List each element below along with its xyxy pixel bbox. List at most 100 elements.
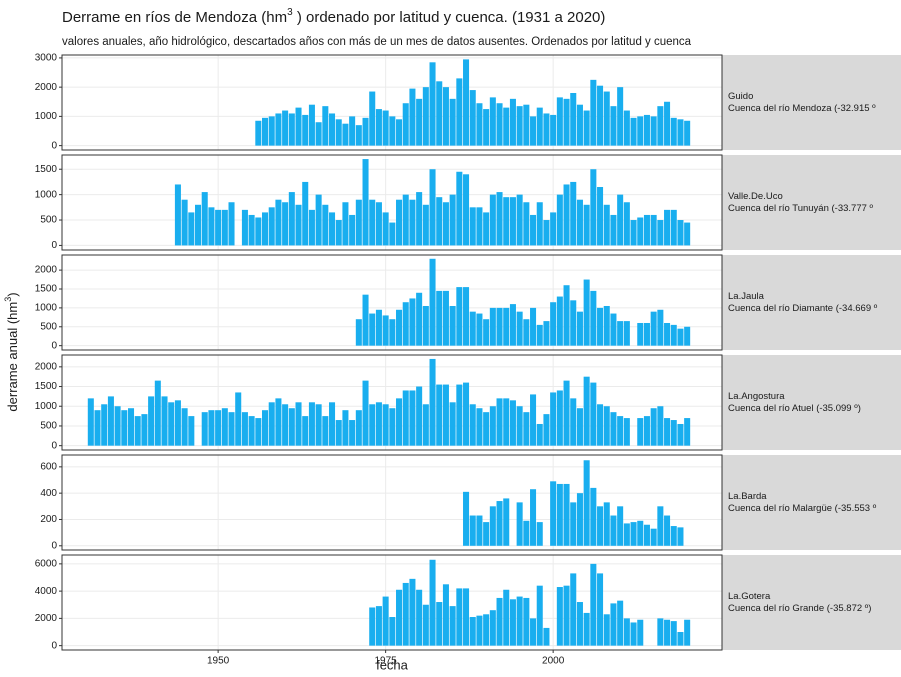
bar: [489, 506, 496, 546]
bar: [382, 212, 389, 246]
bar: [684, 619, 691, 646]
bar: [101, 404, 108, 446]
bar: [670, 324, 677, 346]
bar: [369, 404, 376, 446]
bar: [476, 515, 483, 546]
bar: [496, 597, 503, 646]
bar: [503, 398, 510, 446]
bar: [583, 110, 590, 146]
bar: [597, 573, 604, 646]
bar: [382, 110, 389, 146]
bar: [550, 481, 557, 546]
bar: [342, 410, 349, 446]
bar: [369, 607, 376, 646]
strip-sublabel: Cuenca del río Malargüe (-35.553 º: [728, 503, 877, 514]
bar: [148, 396, 155, 446]
bar: [362, 380, 369, 446]
bar: [174, 400, 181, 446]
bar: [664, 322, 671, 346]
bar: [282, 202, 289, 246]
bar: [449, 98, 456, 146]
bar: [637, 418, 644, 446]
bar: [295, 204, 302, 246]
bar: [509, 197, 516, 246]
y-tick-label: 600: [40, 461, 57, 472]
bar: [610, 603, 617, 646]
strip-sublabel: Cuenca del río Diamante (-34.669 º: [728, 303, 878, 314]
bar: [503, 498, 510, 546]
bar: [536, 324, 543, 346]
bar: [355, 319, 362, 346]
y-tick-label: 1000: [35, 401, 58, 412]
bar: [617, 87, 624, 146]
bar: [349, 116, 356, 146]
bar: [362, 294, 369, 346]
bar: [87, 398, 94, 446]
bar: [302, 181, 309, 246]
bar: [523, 520, 530, 546]
bar: [181, 199, 188, 246]
bar: [623, 321, 630, 346]
bar: [516, 194, 523, 246]
bar: [288, 192, 295, 246]
bar: [570, 573, 577, 646]
bar: [469, 207, 476, 246]
bar: [422, 87, 429, 146]
strip-background: [722, 155, 901, 250]
bar: [650, 408, 657, 446]
bar: [489, 406, 496, 446]
bar: [449, 606, 456, 646]
bar: [463, 59, 470, 146]
bar: [302, 416, 309, 446]
bar: [623, 202, 630, 246]
bar: [308, 104, 315, 146]
bar: [543, 414, 550, 446]
bar: [576, 199, 583, 246]
bar: [597, 506, 604, 546]
bar: [556, 97, 563, 146]
bar: [442, 87, 449, 146]
y-tick-label: 1500: [35, 164, 58, 175]
bar: [610, 214, 617, 246]
bar: [684, 120, 691, 146]
bar: [449, 194, 456, 246]
bar: [536, 202, 543, 246]
bar: [322, 204, 329, 246]
bar: [402, 194, 409, 246]
bar: [476, 313, 483, 346]
bar: [516, 502, 523, 546]
bar: [389, 408, 396, 446]
bar: [241, 412, 248, 446]
bar: [355, 410, 362, 446]
bar: [402, 582, 409, 646]
bar: [382, 404, 389, 446]
bar: [335, 220, 342, 246]
bar: [396, 398, 403, 446]
bar: [416, 98, 423, 146]
bar: [664, 515, 671, 546]
bar: [282, 404, 289, 446]
bar: [610, 313, 617, 346]
bar: [630, 220, 637, 246]
bar: [530, 489, 537, 546]
bar: [322, 106, 329, 146]
strip-label: Guido: [728, 91, 753, 102]
bar: [221, 209, 228, 246]
bar: [442, 584, 449, 646]
bar: [208, 207, 215, 246]
bar: [396, 589, 403, 646]
bar: [530, 618, 537, 646]
bar: [429, 559, 436, 646]
strip-background: [722, 55, 901, 150]
strip-sublabel: Cuenca del río Tunuyán (-33.777 º: [728, 203, 874, 214]
bar: [516, 311, 523, 346]
bar: [335, 420, 342, 446]
bar: [235, 392, 242, 446]
bar: [530, 307, 537, 346]
strip-sublabel: Cuenca del río Grande (-35.872 º): [728, 603, 871, 614]
y-tick-label: 3000: [35, 53, 58, 64]
bar: [436, 81, 443, 146]
bar: [536, 522, 543, 546]
bar: [670, 117, 677, 146]
bar: [288, 408, 295, 446]
